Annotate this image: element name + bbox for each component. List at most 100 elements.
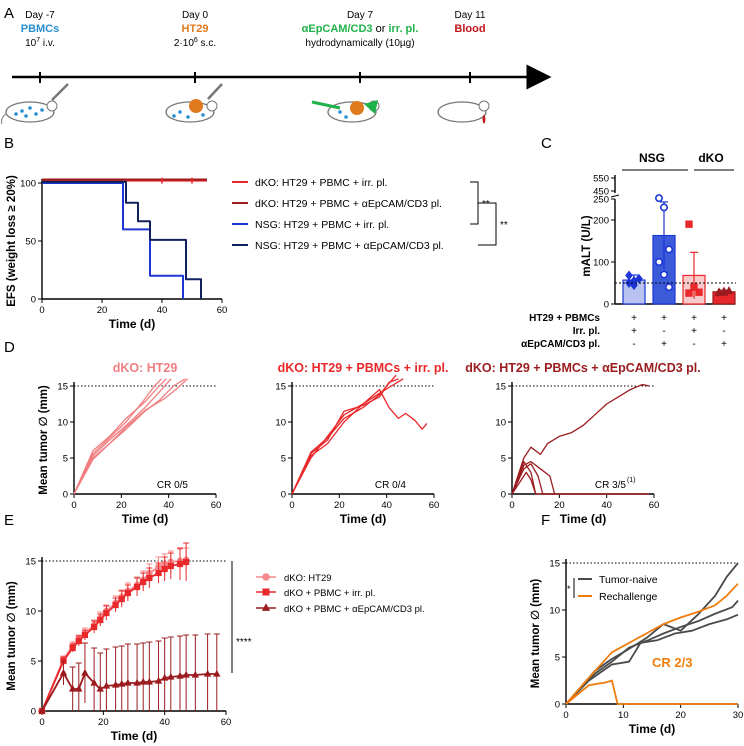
legend-entry: NSG: HT29 + PBMC + αEpCAM/CD3 pl. — [255, 240, 444, 252]
data-point — [111, 680, 120, 688]
condition-value: + — [721, 313, 727, 324]
data-point — [90, 678, 98, 686]
data-point — [38, 706, 46, 714]
svg-text:107 i.v.: 107 i.v. — [25, 37, 55, 49]
x-tick-label: 20 — [116, 500, 127, 511]
cr-note: CR 2/3 — [652, 655, 692, 670]
x-tick-label: 60 — [429, 500, 440, 511]
tumor-chart-epcam: 0 20 40 60 0 5 10 15 Time (d) dKO: HT29 + PBMCs +… — [465, 361, 701, 526]
y-tick-label: 15 — [57, 382, 68, 393]
x-axis-label: Time (d) — [109, 317, 155, 331]
condition-row-label: αEpCAM/CD3 pl. — [521, 339, 600, 350]
condition-value: + — [661, 339, 667, 350]
timeline-panel: Day -7 PBMCs 107 i.v. Day 0 HT29 2·106 s… — [1, 10, 552, 125]
mouse-pbmc-illustration — [1, 83, 69, 125]
data-point — [68, 684, 77, 692]
tumor-line-4 — [73, 378, 189, 495]
data-point — [69, 644, 76, 652]
svg-text:Blood: Blood — [454, 23, 485, 35]
x-axis-label: Time (d) — [122, 512, 168, 526]
x-tick-label: 60 — [211, 500, 222, 511]
legend-entry: dKO: HT29 + PBMC + irr. pl. — [255, 177, 387, 189]
y-tick-label: 15 — [275, 382, 286, 393]
y-tick-label: 10 — [275, 418, 286, 429]
data-point — [182, 670, 190, 678]
data-point — [102, 681, 111, 689]
mouse-ht29-illustration — [165, 83, 223, 123]
tumor-line-0 — [511, 383, 650, 495]
data-point — [203, 669, 212, 677]
data-point — [176, 560, 184, 568]
rechallenge-chart: 0 10 20 30 0 5 10 15 Time (d) Mean tumor ∅ (mm) Tu… — [530, 559, 743, 737]
tumor-line-3 — [511, 460, 537, 495]
legend-entry: Rechallenge — [599, 591, 658, 603]
y-axis-label: Mean tumor ∅ (mm) — [6, 581, 18, 691]
survival-series-2 — [42, 182, 184, 299]
y-axis-label: EFS (weight loss ≥ 20%) — [6, 175, 18, 307]
condition-value: - — [662, 326, 665, 337]
y-tick-label: 0 — [555, 700, 560, 711]
tumor-line-2 — [291, 374, 397, 495]
data-point — [659, 203, 668, 212]
x-tick-label: 10 — [618, 710, 629, 721]
panel-label-d: D — [4, 339, 15, 356]
panel-title: dKO: HT29 — [113, 361, 178, 375]
y-tick-label: 15 — [25, 557, 36, 568]
condition-row-label: HT29 + PBMCs — [529, 313, 600, 324]
svg-text:PBMCs: PBMCs — [21, 23, 60, 35]
tumor-chart-irr: 0 20 40 60 0 5 10 15 Time (d) dKO: HT29 + PBMCs +… — [275, 361, 448, 526]
x-tick-label: 20 — [675, 710, 686, 721]
x-tick-label: 40 — [157, 305, 168, 316]
rechallenge-line-0-2 — [565, 613, 739, 705]
data-point — [124, 589, 131, 597]
data-point — [103, 609, 110, 617]
data-point — [695, 288, 703, 296]
y-tick-label: 0 — [281, 490, 286, 501]
tumor-line-2 — [73, 378, 186, 495]
mean-tumor-chart: 0 20 40 60 0 5 10 15 Time (d) Mean tumor ∅ (mm) **… — [6, 542, 425, 743]
svg-text:αEpCAM/CD3 or irr. pl.: αEpCAM/CD3 or irr. pl. — [302, 23, 419, 35]
x-tick-label: 20 — [334, 500, 345, 511]
cr-note: CR 0/4 — [375, 480, 407, 491]
y-tick-label: 10 — [549, 606, 560, 617]
panel-title: dKO: HT29 + PBMCs + irr. pl. — [278, 361, 449, 375]
rechallenge-line-1-1 — [565, 679, 738, 705]
x-tick-label: 30 — [733, 710, 744, 721]
legend-entry: dKO: HT29 + PBMC + αEpCAM/CD3 pl. — [255, 198, 442, 210]
data-point — [262, 573, 270, 581]
data-point — [139, 677, 147, 685]
svg-text:HT29: HT29 — [182, 23, 209, 35]
x-tick-label: 0 — [71, 500, 76, 511]
data-point — [183, 558, 190, 566]
group-label: dKO — [698, 151, 723, 165]
y-tick-label: 50 — [25, 237, 36, 248]
event-day-0: Day 0 HT29 2·106 s.c. — [174, 10, 216, 49]
condition-value: - — [692, 339, 695, 350]
data-point — [160, 673, 169, 681]
panel-label-b: B — [4, 135, 14, 152]
event-day-7: Day 7 αEpCAM/CD3 or irr. pl. hydrodynami… — [302, 10, 419, 49]
data-point — [690, 283, 698, 291]
survival-chart: 0 20 40 60 0 50 100 Time (d) EFS (weight loss ≥ … — [6, 175, 508, 331]
tumor-line-3 — [73, 378, 163, 495]
y-tick-label: 200 — [593, 216, 609, 227]
y-tick-label: 0 — [501, 490, 506, 501]
data-point — [140, 578, 147, 586]
y-tick-label: 250 — [593, 195, 609, 206]
y-tick-label: 5 — [31, 657, 36, 668]
tumor-line-4 — [511, 471, 650, 495]
y-axis-label: Mean tumor ∅ (mm) — [38, 385, 50, 495]
tumor-line-1 — [511, 460, 556, 495]
significance-label: ** — [482, 199, 490, 210]
data-point — [659, 270, 668, 279]
condition-value: + — [691, 313, 697, 324]
mean-series-2 — [41, 672, 217, 712]
significance-label: * — [567, 584, 571, 594]
data-point — [654, 194, 663, 203]
data-point — [145, 677, 154, 685]
data-point — [213, 669, 221, 677]
data-point — [191, 670, 200, 678]
y-tick-label: 10 — [495, 418, 506, 429]
legend-entry: NSG: HT29 + PBMC + irr. pl. — [255, 219, 389, 231]
